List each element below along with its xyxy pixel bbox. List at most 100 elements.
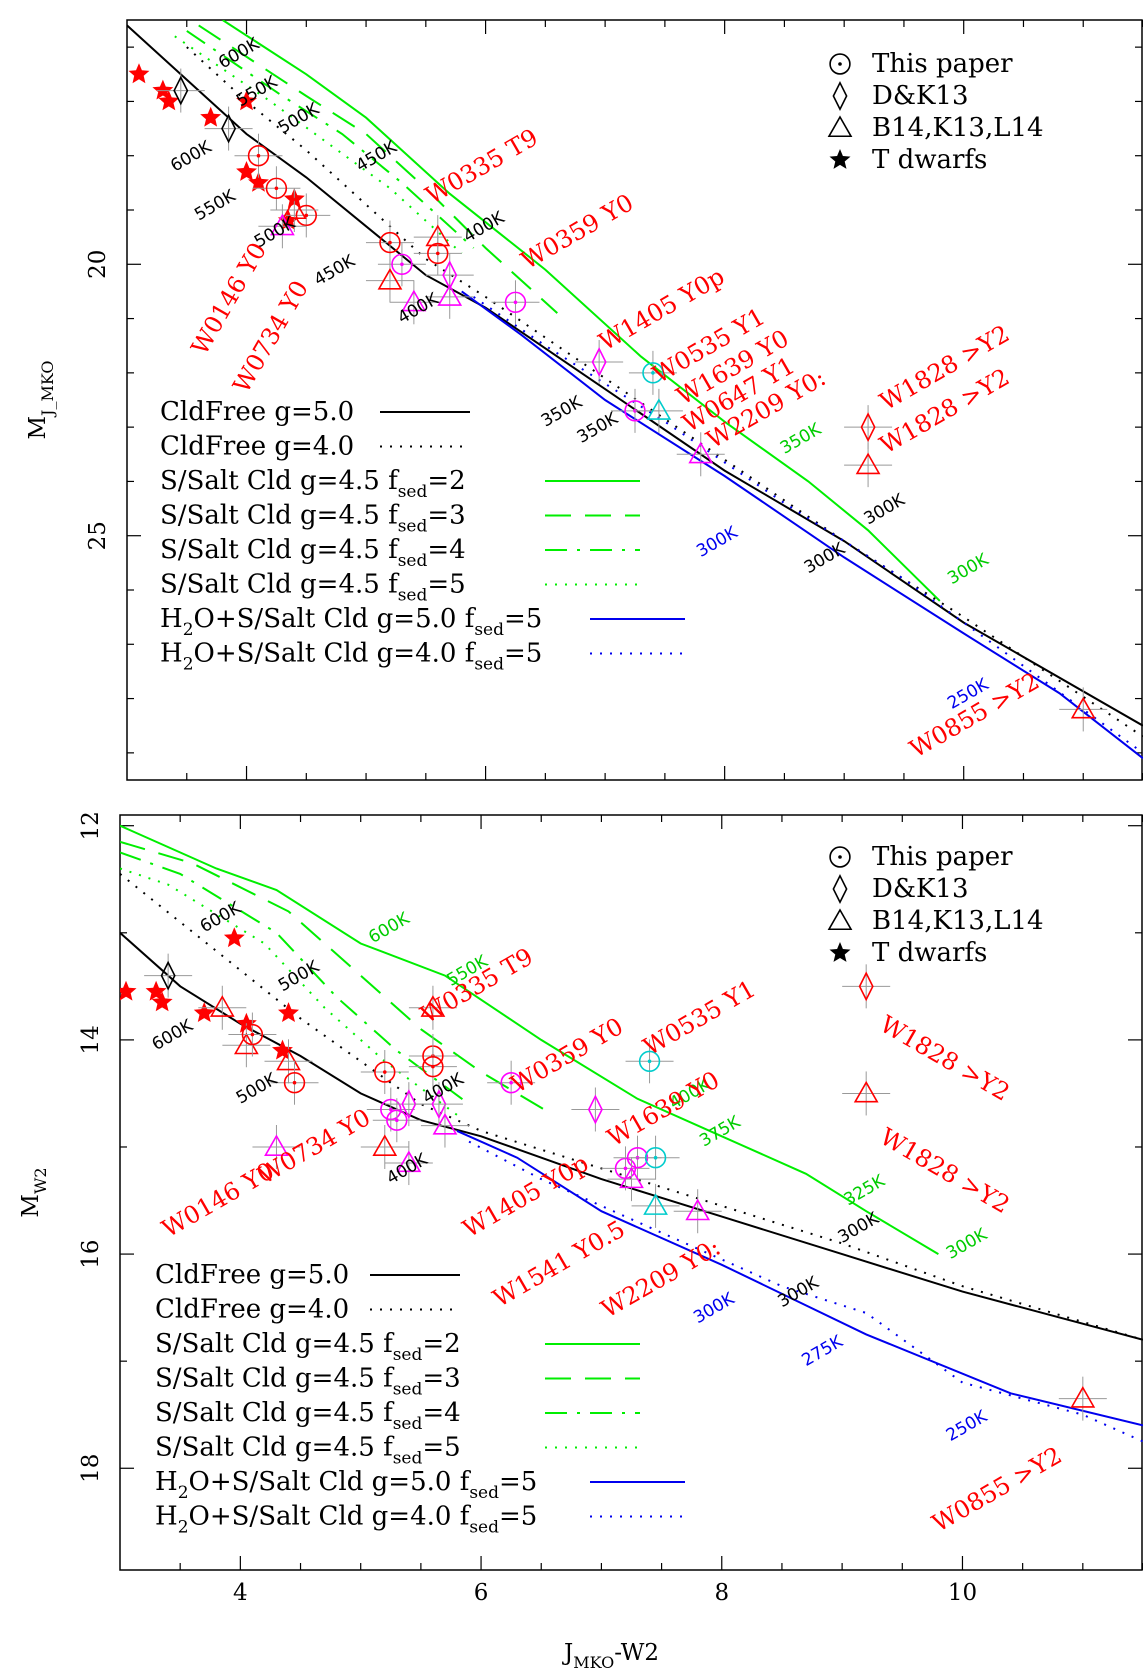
- series-line: [461, 290, 1143, 760]
- temperature-label: 300K: [943, 1224, 991, 1264]
- temperature-label: 300K: [774, 1272, 822, 1312]
- data-point: [372, 1134, 398, 1157]
- temperature-label: 300K: [944, 549, 992, 589]
- legend-line-label: S/Salt Cld g=4.5 fsed=5: [160, 570, 466, 606]
- data-point: [638, 1050, 661, 1073]
- x-tick-label: 4: [233, 1580, 248, 1606]
- legend-symbol: [832, 874, 848, 904]
- temperature-label: 500K: [275, 99, 323, 139]
- data-point: [420, 995, 446, 1017]
- object-label: W1828 >Y2: [875, 1123, 1014, 1220]
- data-point: [193, 1002, 215, 1022]
- y-tick-label: 25: [85, 521, 111, 550]
- x-tick-label: 10: [948, 1580, 977, 1606]
- temperature-label: 450K: [311, 251, 359, 291]
- series-line: [120, 851, 470, 1105]
- data-point: [379, 231, 401, 254]
- data-point: [431, 1089, 447, 1120]
- data-point: [591, 347, 607, 377]
- plot-frame: [126, 19, 1143, 781]
- legend-line-label: S/Salt Cld g=4.5 fsed=4: [160, 535, 466, 571]
- temperature-label: 300K: [693, 522, 741, 562]
- data-point: [855, 452, 881, 475]
- object-label: W0335 T9: [421, 123, 543, 210]
- y-axis-label: MW2: [18, 1167, 50, 1217]
- plot-frame: [119, 814, 1143, 1571]
- y-tick-label: 14: [78, 1025, 104, 1054]
- data-point: [283, 1072, 306, 1094]
- legend-symbol-label: D&K13: [872, 874, 969, 904]
- data-point: [500, 1072, 522, 1094]
- data-point: [643, 1193, 668, 1215]
- legend-symbol-label: T dwarfs: [872, 938, 987, 968]
- data-point: [235, 1012, 257, 1033]
- data-point: [396, 1150, 422, 1173]
- data-point: [128, 63, 150, 84]
- temperature-label: 400K: [394, 289, 442, 329]
- data-point: [432, 1112, 458, 1135]
- object-label: W0855 >Y2: [927, 1441, 1066, 1538]
- data-point: [241, 1023, 264, 1046]
- y-tick-label: 20: [85, 250, 111, 279]
- data-point: [278, 1002, 299, 1022]
- legend-line-label: CldFree g=5.0: [160, 397, 354, 427]
- data-point: [120, 980, 137, 1001]
- legend-line-label: S/Salt Cld g=4.5 fsed=4: [155, 1398, 461, 1434]
- legend-line-label: H2O+S/Salt Cld g=4.0 fsed=5: [155, 1502, 537, 1538]
- legend-line-label: S/Salt Cld g=4.5 fsed=2: [155, 1329, 461, 1365]
- x-tick-label: 6: [474, 1580, 489, 1606]
- legend-symbol-label: This paper: [872, 49, 1013, 79]
- object-label: W0535 Y1: [639, 975, 761, 1061]
- temperature-label: 500K: [275, 956, 323, 996]
- temperature-label: 600K: [167, 137, 215, 177]
- data-point: [277, 209, 299, 230]
- legend-symbol: [827, 115, 853, 138]
- object-label: W0734 Y0: [253, 1103, 375, 1189]
- temperature-label: 375K: [696, 1112, 744, 1152]
- series-line: [174, 35, 463, 255]
- data-point: [151, 991, 173, 1012]
- legend-line-label: CldFree g=5.0: [155, 1260, 349, 1290]
- temperature-label: 600K: [149, 1015, 197, 1055]
- data-point: [401, 289, 427, 312]
- data-point: [642, 362, 664, 384]
- data-point: [858, 971, 874, 1002]
- data-point: [247, 145, 270, 167]
- object-label: W1828 >Y2: [875, 1010, 1014, 1107]
- legend-line-label: H2O+S/Salt Cld g=5.0 fsed=5: [155, 1467, 537, 1503]
- legend-line-label: H2O+S/Salt Cld g=4.0 fsed=5: [160, 639, 542, 675]
- data-point: [272, 1039, 293, 1060]
- temperature-label: 350K: [574, 408, 622, 448]
- temperature-label: 300K: [835, 1208, 883, 1248]
- data-point: [688, 441, 714, 464]
- data-point: [391, 253, 413, 275]
- series-line: [198, 24, 558, 314]
- series-line: [127, 24, 1143, 727]
- legend-symbol: [829, 942, 851, 962]
- series-line: [186, 30, 475, 249]
- legend-line-label: S/Salt Cld g=4.5 fsed=3: [155, 1364, 461, 1400]
- legend-line-label: S/Salt Cld g=4.5 fsed=3: [160, 501, 466, 537]
- data-point: [860, 412, 876, 443]
- data-point: [380, 1098, 402, 1121]
- data-point: [200, 106, 222, 127]
- legend-symbol: [829, 53, 851, 75]
- legend-symbol: [827, 908, 853, 931]
- data-point: [248, 171, 269, 192]
- data-point: [221, 113, 237, 144]
- y-tick-label: 12: [78, 811, 104, 840]
- object-label: W0359 Y0: [506, 1012, 628, 1098]
- y-tick-label: 16: [78, 1239, 104, 1268]
- data-point: [1070, 1386, 1096, 1408]
- data-point: [377, 267, 403, 290]
- data-point: [173, 75, 189, 106]
- data-point: [264, 1134, 289, 1157]
- data-point: [160, 960, 176, 991]
- legend-symbol: [829, 846, 851, 868]
- data-point: [685, 1198, 711, 1221]
- temperature-label: 300K: [690, 1288, 738, 1328]
- legend-symbol: [829, 149, 851, 169]
- y-tick-label: 18: [78, 1454, 104, 1483]
- data-point: [427, 242, 449, 265]
